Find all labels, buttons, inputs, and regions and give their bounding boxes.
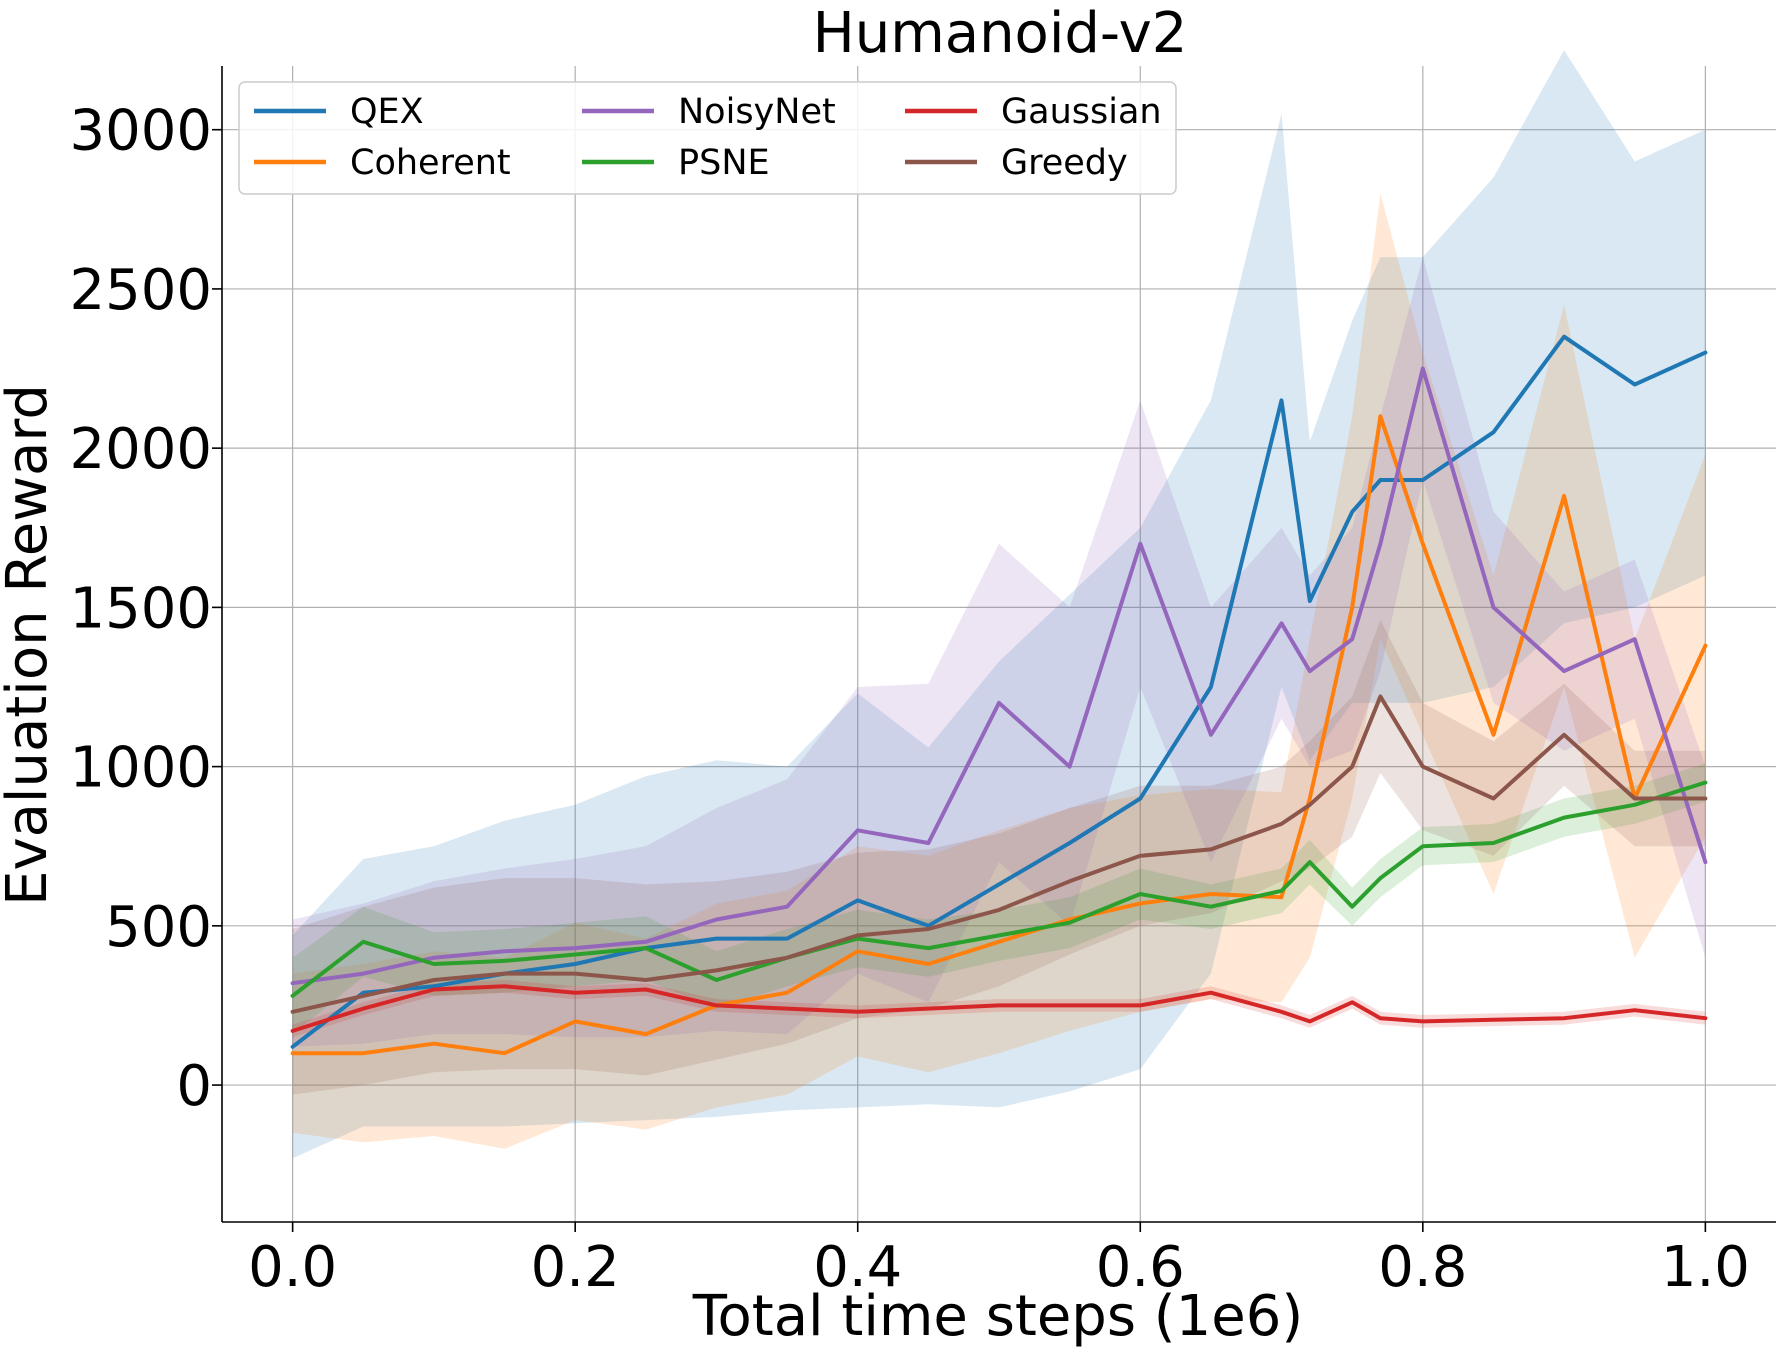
qex-legend-label: QEX	[350, 92, 424, 132]
psne-line	[290, 780, 1708, 998]
y-tick-label: 0	[176, 1054, 212, 1119]
confidence-bands	[292, 50, 1706, 1159]
greedy-band	[292, 620, 1706, 1095]
psne-band	[292, 763, 1706, 1035]
grid-lines	[222, 66, 1776, 1222]
series-lines	[290, 334, 1708, 1056]
x-tick-label: 0.0	[248, 1235, 337, 1300]
x-tick-label: 0.6	[1096, 1235, 1185, 1300]
coherent-line	[290, 414, 1708, 1056]
x-tick-label: 0.2	[531, 1235, 620, 1300]
greedy-line	[290, 694, 1708, 1014]
legend: QEX Coherent NoisyNet PSNE Gaussian Greedy	[238, 81, 1177, 195]
qex-line	[290, 334, 1708, 1049]
y-tick-label: 500	[105, 895, 212, 960]
axes	[221, 66, 1776, 1223]
y-axis-label: Evaluation Reward	[0, 384, 60, 906]
x-tick-label: 0.8	[1378, 1235, 1467, 1300]
psne-legend-label: PSNE	[678, 143, 770, 183]
gaussian-band	[292, 980, 1706, 1038]
axis-ticks: 0.0 0.2 0.4 0.6 0.8 1.0 0 500 1000 1500 2000 2500 30…	[69, 99, 1749, 1300]
noisynet-line	[290, 366, 1708, 986]
coherent-band	[292, 193, 1706, 1149]
y-tick-label: 2500	[69, 258, 212, 323]
qex-band	[292, 50, 1706, 1159]
y-tick-label: 1000	[69, 736, 212, 801]
gaussian-line	[290, 984, 1708, 1033]
x-tick-label: 1.0	[1661, 1235, 1750, 1300]
noisynet-legend-label: NoisyNet	[678, 92, 836, 132]
noisynet-band	[292, 257, 1706, 1047]
greedy-legend-label: Greedy	[1001, 143, 1128, 183]
x-tick-label: 0.4	[813, 1235, 902, 1300]
y-tick-label: 2000	[69, 417, 212, 482]
x-axis-label: Total time steps (1e6)	[692, 1284, 1303, 1349]
y-tick-label: 1500	[69, 576, 212, 641]
gaussian-legend-label: Gaussian	[1001, 92, 1162, 132]
coherent-legend-label: Coherent	[350, 143, 511, 183]
y-tick-label: 3000	[69, 99, 212, 164]
chart-title: Humanoid-v2	[813, 1, 1188, 66]
